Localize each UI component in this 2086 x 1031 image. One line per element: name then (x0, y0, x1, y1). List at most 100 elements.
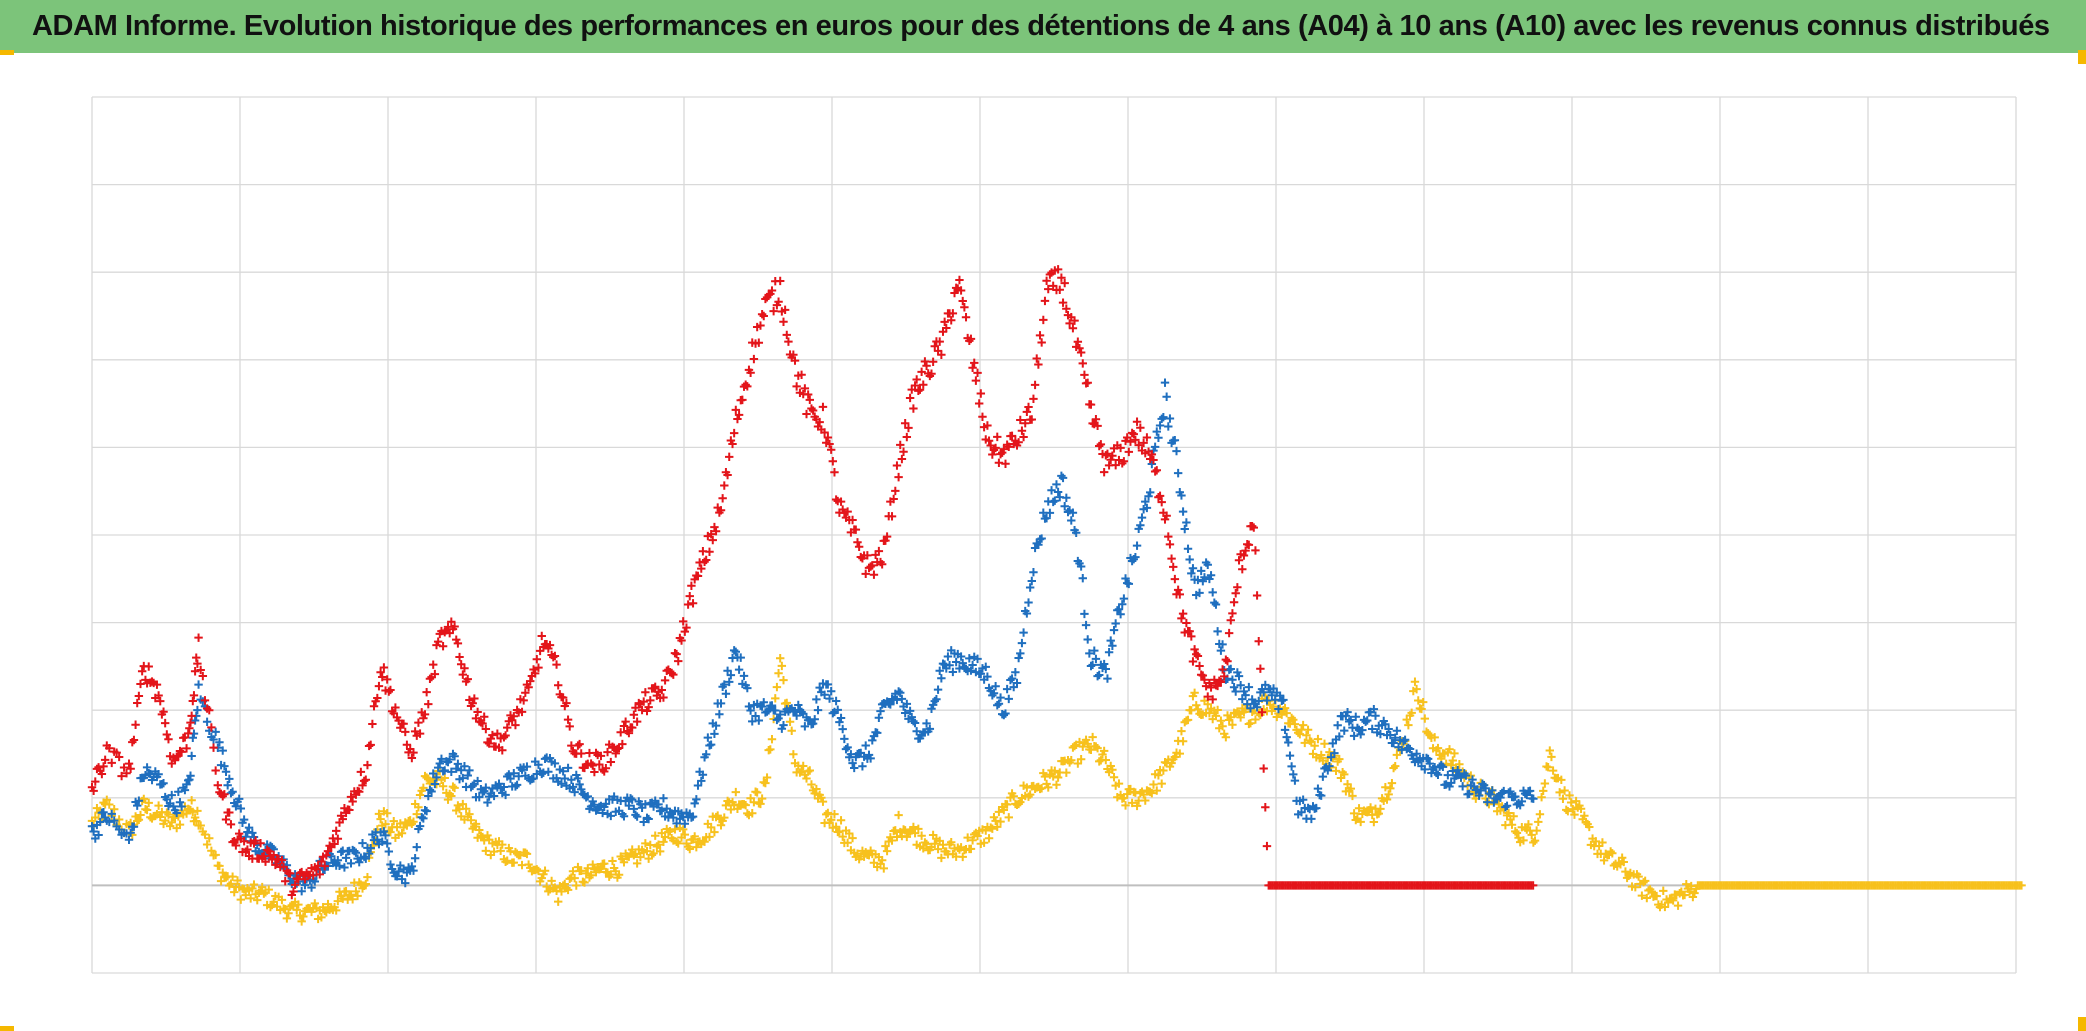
data-point-red (501, 731, 510, 740)
data-point-red (281, 877, 290, 886)
data-point-red (956, 286, 966, 295)
data-point-blue (110, 816, 119, 825)
data-point-red (262, 845, 272, 855)
data-point-yellow (1159, 766, 1168, 775)
data-point-red (644, 702, 653, 712)
data-point-yellow (1040, 772, 1050, 781)
data-point-yellow (629, 851, 639, 860)
data-point-red (1108, 451, 1117, 460)
data-point-blue (1525, 786, 1535, 796)
data-point-blue (912, 727, 921, 736)
data-point-yellow (812, 784, 821, 794)
data-point-red (988, 450, 997, 459)
data-point-blue (965, 654, 974, 663)
data-point-red (122, 769, 131, 778)
data-point-red (187, 711, 196, 721)
data-point-red (549, 652, 558, 662)
data-point-red (1040, 296, 1050, 306)
data-point-yellow (1178, 737, 1188, 746)
data-point-yellow (1619, 857, 1628, 867)
data-point-red (950, 288, 959, 298)
data-point-blue (333, 856, 343, 865)
data-point-red (877, 560, 887, 569)
data-point-red (1136, 423, 1145, 432)
data-point-blue (632, 812, 642, 821)
data-point-yellow (458, 799, 468, 809)
data-point-yellow (537, 873, 546, 883)
data-point-red (1195, 661, 1204, 671)
data-point-red (993, 432, 1002, 442)
data-point-yellow (845, 829, 854, 838)
data-point-blue (1433, 770, 1443, 779)
data-point-blue (558, 767, 568, 776)
data-point-yellow (1101, 755, 1110, 765)
data-point-blue (483, 798, 492, 807)
data-point-blue (688, 812, 698, 821)
data-point-blue (1516, 801, 1525, 810)
data-point-red (188, 696, 198, 706)
data-point-red (741, 380, 750, 389)
data-point-blue (188, 733, 198, 742)
data-point-yellow (269, 897, 278, 907)
data-point-yellow (1392, 750, 1402, 760)
data-point-blue (297, 887, 306, 896)
data-point-yellow (1418, 697, 1428, 707)
data-point-blue (509, 769, 518, 778)
data-point-yellow (649, 849, 658, 858)
data-point-blue (897, 694, 907, 704)
data-point-blue (209, 735, 218, 744)
corner-accent-bottom-right (2078, 1017, 2086, 1031)
data-point-blue (1458, 782, 1467, 791)
data-point-red (378, 672, 387, 682)
data-point-yellow (381, 819, 390, 829)
data-point-yellow (1349, 809, 1359, 818)
data-point-yellow (1414, 696, 1423, 705)
data-point-red (192, 653, 201, 662)
data-point-blue (1198, 577, 1208, 586)
data-point-blue (1363, 716, 1372, 725)
data-point-yellow (881, 841, 890, 851)
data-point-red (507, 716, 517, 725)
data-point-blue (169, 802, 178, 811)
data-point-red (1244, 540, 1254, 550)
data-point-red (851, 525, 861, 534)
data-point-yellow (1389, 763, 1398, 773)
data-point-blue (1246, 704, 1255, 713)
data-point-yellow (341, 887, 351, 896)
data-point-red (1175, 590, 1184, 599)
data-point-red (577, 749, 586, 758)
data-point-yellow (1576, 804, 1586, 814)
data-point-red (606, 757, 616, 767)
data-point-blue (1438, 762, 1448, 772)
data-point-blue (861, 741, 870, 750)
data-point-blue (225, 774, 234, 784)
data-point-red (800, 384, 810, 393)
data-point-red (891, 486, 900, 496)
data-point-blue (1284, 738, 1293, 747)
data-point-yellow (1527, 830, 1536, 840)
data-point-red (784, 337, 793, 346)
data-point-red (182, 744, 191, 753)
data-point-blue (134, 796, 144, 805)
data-point-red (991, 443, 1000, 453)
data-point-yellow (1044, 783, 1053, 792)
data-point-red (1030, 380, 1040, 390)
data-point-blue (734, 665, 744, 674)
data-point-red (453, 639, 463, 648)
data-point-yellow (774, 669, 783, 678)
data-point-yellow (160, 816, 170, 825)
data-point-red (718, 494, 727, 503)
data-point-red (899, 447, 908, 456)
data-point-yellow (905, 827, 915, 836)
data-point-red (107, 758, 116, 768)
data-point-red (948, 309, 958, 318)
data-point-yellow (779, 675, 788, 685)
data-point-red (1014, 438, 1023, 447)
data-point-yellow (836, 816, 846, 825)
data-point-blue (99, 808, 108, 817)
data-point-blue (812, 695, 821, 704)
data-point-red (488, 730, 497, 740)
data-point-yellow (134, 815, 144, 824)
data-point-red (315, 870, 324, 879)
data-point-red (930, 342, 939, 351)
